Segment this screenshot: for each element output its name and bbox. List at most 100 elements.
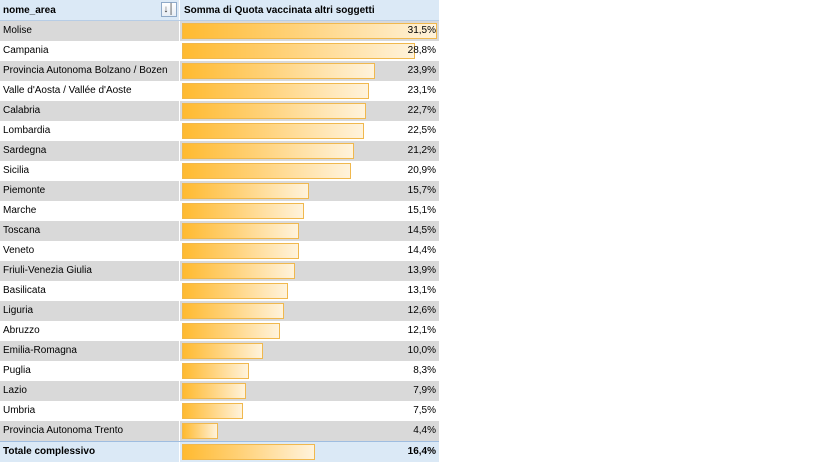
row-name: Lazio	[0, 381, 180, 401]
row-value: 10,0%	[407, 345, 436, 356]
row-value: 28,8%	[407, 45, 436, 56]
table-row[interactable]: Campania 28,8%	[0, 41, 439, 61]
row-name: Sicilia	[0, 161, 180, 181]
table-row[interactable]: Calabria 22,7%	[0, 101, 439, 121]
row-name: Piemonte	[0, 181, 180, 201]
row-value: 13,9%	[407, 265, 436, 276]
data-bar	[182, 263, 295, 279]
column-header-nome-area[interactable]: nome_area	[0, 0, 180, 20]
row-value-cell[interactable]: 13,9%	[181, 261, 439, 281]
row-name: Umbria	[0, 401, 180, 421]
row-name: Lombardia	[0, 121, 180, 141]
row-name: Calabria	[0, 101, 180, 121]
row-value-cell[interactable]: 23,9%	[181, 61, 439, 81]
row-value: 23,1%	[407, 85, 436, 96]
row-name: Provincia Autonoma Trento	[0, 421, 180, 441]
row-value: 14,4%	[407, 245, 436, 256]
table-row[interactable]: Veneto 14,4%	[0, 241, 439, 261]
row-value-cell[interactable]: 13,1%	[181, 281, 439, 301]
row-name: Provincia Autonoma Bolzano / Bozen	[0, 61, 180, 81]
data-bar	[182, 103, 366, 119]
row-name: Campania	[0, 41, 180, 61]
row-name: Marche	[0, 201, 180, 221]
row-name: Toscana	[0, 221, 180, 241]
row-name: Abruzzo	[0, 321, 180, 341]
row-value: 21,2%	[407, 145, 436, 156]
data-bar	[182, 363, 249, 379]
table-row[interactable]: Marche 15,1%	[0, 201, 439, 221]
row-value-cell[interactable]: 31,5%	[181, 21, 439, 41]
row-value-cell[interactable]: 14,4%	[181, 241, 439, 261]
row-value-cell[interactable]: 28,8%	[181, 41, 439, 61]
table-row[interactable]: Piemonte 15,7%	[0, 181, 439, 201]
row-value-cell[interactable]: 7,5%	[181, 401, 439, 421]
data-bar	[182, 323, 280, 339]
row-value-cell[interactable]: 15,1%	[181, 201, 439, 221]
data-bar	[182, 403, 243, 419]
row-name: Basilicata	[0, 281, 180, 301]
row-value: 15,7%	[407, 185, 436, 196]
row-name: Valle d'Aosta / Vallée d'Aoste	[0, 81, 180, 101]
row-value: 15,1%	[407, 205, 436, 216]
row-value: 7,5%	[413, 405, 436, 416]
table-row[interactable]: Umbria 7,5%	[0, 401, 439, 421]
data-bar	[182, 43, 415, 59]
total-row[interactable]: Totale complessivo 16,4%	[0, 441, 439, 462]
table-row[interactable]: Liguria 12,6%	[0, 301, 439, 321]
row-value-cell[interactable]: 22,5%	[181, 121, 439, 141]
data-bar	[182, 203, 304, 219]
column-header-quota[interactable]: Somma di Quota vaccinata altri soggetti	[184, 5, 375, 16]
row-value-cell[interactable]: 10,0%	[181, 341, 439, 361]
row-value-cell[interactable]: 12,1%	[181, 321, 439, 341]
row-name: Molise	[0, 21, 180, 41]
data-bar	[182, 223, 299, 239]
row-name: Emilia-Romagna	[0, 341, 180, 361]
total-data-bar	[182, 444, 315, 460]
data-bar	[182, 63, 375, 79]
row-name: Friuli-Venezia Giulia	[0, 261, 180, 281]
row-value-cell[interactable]: 15,7%	[181, 181, 439, 201]
sort-filter-icon[interactable]: ↓│	[161, 2, 177, 17]
row-value: 12,1%	[407, 325, 436, 336]
row-value-cell[interactable]: 4,4%	[181, 421, 439, 441]
data-bar	[182, 383, 246, 399]
table-row[interactable]: Friuli-Venezia Giulia 13,9%	[0, 261, 439, 281]
table-row[interactable]: Valle d'Aosta / Vallée d'Aoste 23,1%	[0, 81, 439, 101]
data-bar	[182, 423, 218, 439]
table-row[interactable]: Lazio 7,9%	[0, 381, 439, 401]
row-value-cell[interactable]: 21,2%	[181, 141, 439, 161]
data-bar	[182, 243, 299, 259]
table-row[interactable]: Lombardia 22,5%	[0, 121, 439, 141]
table-row[interactable]: Abruzzo 12,1%	[0, 321, 439, 341]
data-bar	[182, 303, 284, 319]
table-row[interactable]: Provincia Autonoma Bolzano / Bozen 23,9%	[0, 61, 439, 81]
row-value: 7,9%	[413, 385, 436, 396]
table-row[interactable]: Basilicata 13,1%	[0, 281, 439, 301]
table-row[interactable]: Puglia 8,3%	[0, 361, 439, 381]
row-value-cell[interactable]: 22,7%	[181, 101, 439, 121]
row-value-cell[interactable]: 20,9%	[181, 161, 439, 181]
table-row[interactable]: Molise 31,5%	[0, 21, 439, 41]
row-value: 8,3%	[413, 365, 436, 376]
row-value: 13,1%	[407, 285, 436, 296]
total-value-cell[interactable]: 16,4%	[181, 442, 439, 462]
row-value: 20,9%	[407, 165, 436, 176]
table-row[interactable]: Emilia-Romagna 10,0%	[0, 341, 439, 361]
data-bar	[182, 143, 354, 159]
table-row[interactable]: Sardegna 21,2%	[0, 141, 439, 161]
data-bar	[182, 343, 263, 359]
row-value-cell[interactable]: 8,3%	[181, 361, 439, 381]
total-label: Totale complessivo	[0, 442, 180, 462]
data-bar	[182, 83, 369, 99]
row-value-cell[interactable]: 23,1%	[181, 81, 439, 101]
row-value: 12,6%	[407, 305, 436, 316]
table-row[interactable]: Sicilia 20,9%	[0, 161, 439, 181]
row-value-cell[interactable]: 14,5%	[181, 221, 439, 241]
pivot-table: nome_area ↓│ Somma di Quota vaccinata al…	[0, 0, 439, 462]
table-row[interactable]: Provincia Autonoma Trento 4,4%	[0, 421, 439, 441]
row-value-cell[interactable]: 7,9%	[181, 381, 439, 401]
row-name: Veneto	[0, 241, 180, 261]
data-bar	[182, 183, 309, 199]
table-row[interactable]: Toscana 14,5%	[0, 221, 439, 241]
row-value-cell[interactable]: 12,6%	[181, 301, 439, 321]
